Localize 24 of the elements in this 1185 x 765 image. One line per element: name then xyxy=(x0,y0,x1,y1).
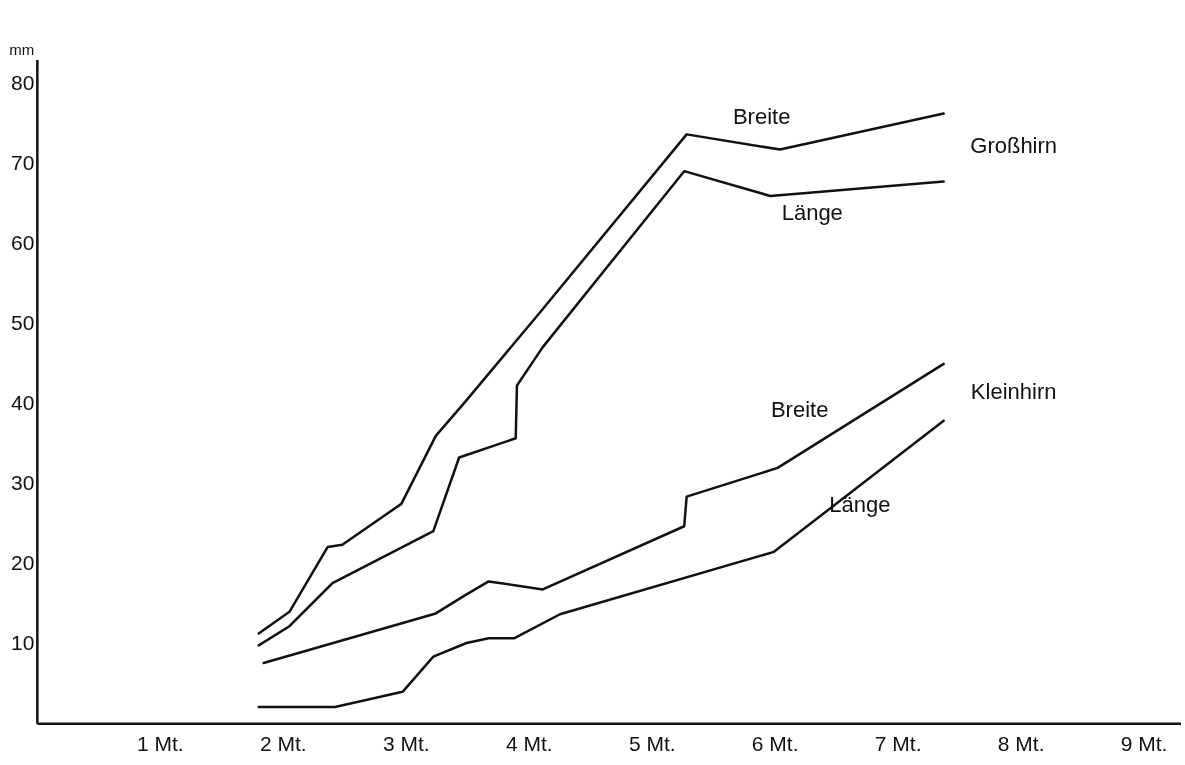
x-tick-label: 9 Mt. xyxy=(1120,732,1168,756)
x-tick-label: 2 Mt. xyxy=(259,732,307,756)
series-label: Länge xyxy=(781,200,843,226)
x-tick-label: 7 Mt. xyxy=(874,732,922,756)
annotation: Großhirn xyxy=(970,132,1058,158)
y-tick-label: 30 xyxy=(11,470,35,494)
x-tick-label: 4 Mt. xyxy=(505,732,553,756)
y-tick-label: 20 xyxy=(11,550,35,574)
y-axis-title: mm xyxy=(9,40,35,58)
annotation: Kleinhirn xyxy=(970,378,1057,404)
y-tick-label: 10 xyxy=(11,630,35,654)
y-tick-label: 60 xyxy=(11,230,35,254)
y-tick-label: 50 xyxy=(11,310,35,334)
series-label: Länge xyxy=(829,491,891,517)
y-tick-label: 70 xyxy=(11,150,35,174)
x-tick-label: 6 Mt. xyxy=(751,732,799,756)
series-label: Breite xyxy=(732,104,791,130)
x-tick-label: 8 Mt. xyxy=(997,732,1045,756)
series-label: Breite xyxy=(770,396,829,422)
y-tick-label: 40 xyxy=(11,390,35,414)
x-tick-label: 5 Mt. xyxy=(628,732,676,756)
x-tick-label: 3 Mt. xyxy=(382,732,430,756)
x-tick-label: 1 Mt. xyxy=(136,732,184,756)
y-tick-label: 80 xyxy=(11,70,35,94)
